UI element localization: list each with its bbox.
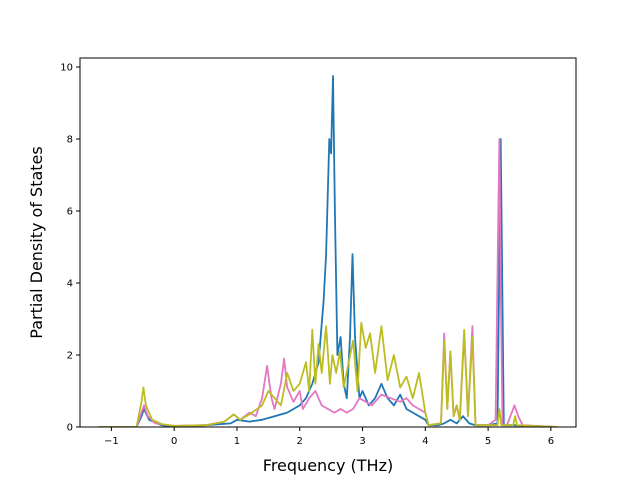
x-tick-label: 3 xyxy=(359,436,365,447)
x-tick-label: 4 xyxy=(422,436,428,447)
y-tick-label: 0 xyxy=(67,423,73,434)
x-axis-label: Frequency (THz) xyxy=(263,456,393,475)
y-tick-label: 4 xyxy=(67,279,73,290)
y-tick-label: 10 xyxy=(60,63,73,74)
x-axis: −1 0 1 2 3 4 5 6 xyxy=(104,427,554,447)
x-tick-label: 0 xyxy=(171,436,177,447)
x-tick-label: −1 xyxy=(104,436,119,447)
x-tick-label: 2 xyxy=(297,436,303,447)
x-tick-label: 6 xyxy=(548,436,554,447)
y-axis-label: Partial Density of States xyxy=(27,146,46,338)
y-axis: 0 2 4 6 8 10 xyxy=(60,63,80,434)
plot-frame xyxy=(79,57,577,428)
series-line-1 xyxy=(98,75,558,427)
series-layer xyxy=(98,75,558,427)
x-tick-label: 5 xyxy=(485,436,491,447)
x-tick-label: 1 xyxy=(234,436,240,447)
y-tick-label: 8 xyxy=(67,135,73,146)
y-tick-label: 2 xyxy=(67,351,73,362)
series-line-3 xyxy=(98,321,558,427)
y-tick-label: 6 xyxy=(67,207,73,218)
